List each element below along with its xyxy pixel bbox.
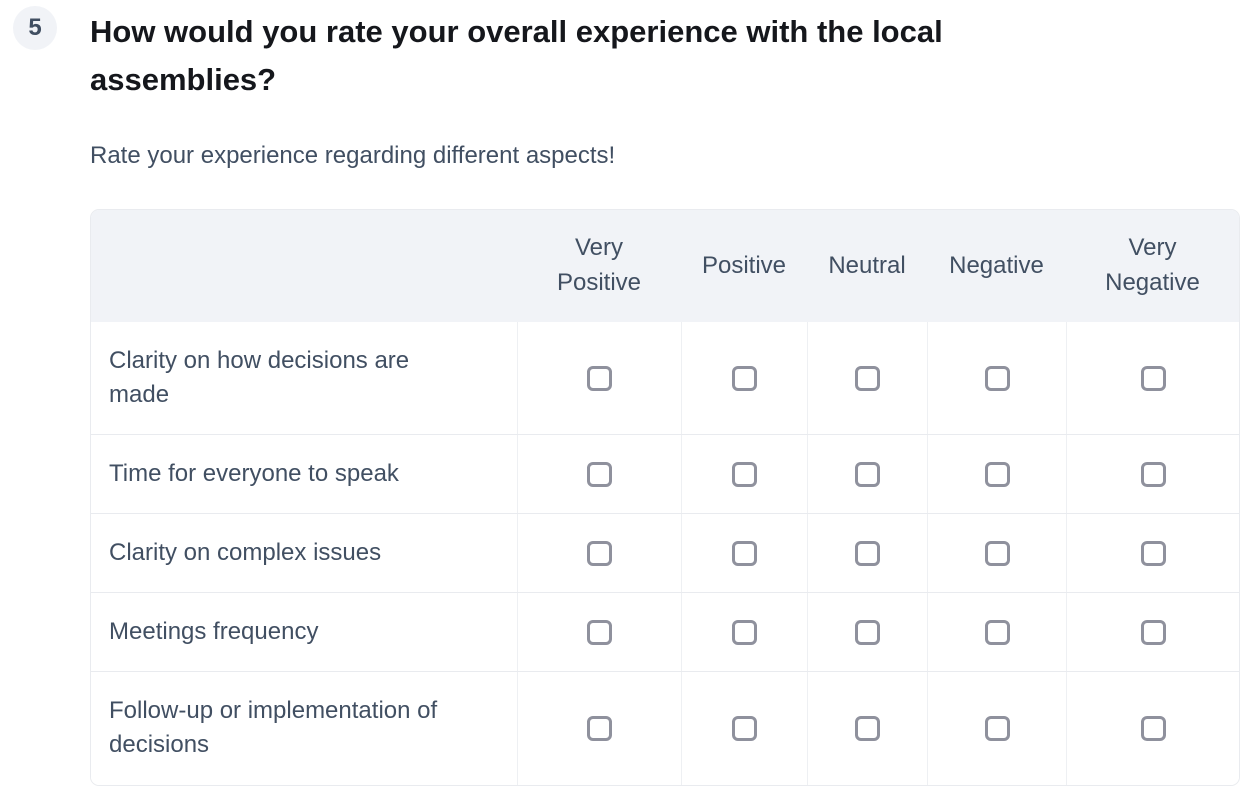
matrix-cell — [681, 435, 807, 514]
checkbox[interactable] — [587, 715, 612, 741]
matrix-cell — [1066, 435, 1239, 514]
checkbox[interactable] — [587, 461, 612, 487]
matrix-cell — [517, 514, 681, 593]
row-label-text: Clarity on how decisions are made — [109, 347, 410, 409]
matrix-cell — [1066, 322, 1239, 435]
checkbox[interactable] — [984, 461, 1010, 487]
column-header: Neutral — [828, 251, 906, 279]
checkbox[interactable] — [732, 461, 757, 487]
checkbox[interactable] — [1140, 461, 1166, 487]
row-label: Meetings frequency — [91, 593, 517, 671]
checkbox[interactable] — [732, 540, 757, 566]
matrix-cell — [927, 514, 1066, 593]
matrix-cell — [681, 514, 807, 593]
checkbox[interactable] — [587, 365, 612, 391]
row-label: Clarity on complex issues — [91, 514, 517, 592]
column-header: Very Negative — [1105, 234, 1200, 296]
matrix-cell — [517, 593, 681, 672]
matrix-row: Clarity on how decisions are made — [91, 322, 1239, 435]
matrix-cell — [807, 322, 927, 435]
row-label: Follow-up or implementation of decisions — [91, 672, 517, 784]
checkbox[interactable] — [984, 715, 1010, 741]
row-label-text: Clarity on complex issues — [109, 539, 382, 567]
matrix-cell — [807, 514, 927, 593]
matrix-row: Meetings frequency — [91, 592, 1239, 672]
matrix-cell — [517, 672, 681, 785]
matrix-cell — [927, 672, 1066, 785]
checkbox[interactable] — [732, 619, 757, 645]
checkbox[interactable] — [1140, 365, 1166, 391]
matrix-cell — [1066, 593, 1239, 672]
matrix-header: Very Positive Positive Neutral Negative Very… — [91, 210, 1239, 322]
matrix-cell — [681, 672, 807, 785]
checkbox[interactable] — [1140, 715, 1166, 741]
matrix-cell — [807, 672, 927, 785]
checkbox[interactable] — [587, 540, 612, 566]
checkbox[interactable] — [984, 540, 1010, 566]
matrix-table: Very Positive Positive Neutral Negative Very… — [90, 209, 1240, 786]
row-label: Clarity on how decisions are made — [91, 322, 517, 434]
checkbox[interactable] — [1140, 540, 1166, 566]
checkbox[interactable] — [732, 715, 757, 741]
row-label-text: Follow-up or implementation of decisions — [109, 697, 438, 759]
matrix-cell — [927, 322, 1066, 435]
checkbox[interactable] — [855, 619, 880, 645]
matrix-cell — [517, 322, 681, 435]
question-title: How would you rate your overall experien… — [90, 14, 943, 98]
checkbox[interactable] — [855, 540, 880, 566]
checkbox[interactable] — [855, 461, 880, 487]
row-label: Time for everyone to speak — [91, 435, 517, 513]
matrix-cell — [807, 593, 927, 672]
question-subtitle: Rate your experience regarding different… — [90, 142, 616, 169]
checkbox[interactable] — [855, 715, 880, 741]
column-header: Very Positive — [556, 234, 642, 296]
matrix-body: Clarity on how decisions are made Time fo… — [91, 322, 1239, 785]
matrix-cell — [927, 593, 1066, 672]
checkbox[interactable] — [587, 619, 612, 645]
checkbox[interactable] — [1140, 619, 1166, 645]
row-label-text: Time for everyone to speak — [109, 460, 399, 488]
matrix-cell — [1066, 672, 1239, 785]
checkbox[interactable] — [855, 365, 880, 391]
question-number-badge: 5 — [13, 6, 57, 50]
matrix-cell — [1066, 514, 1239, 593]
matrix-row: Clarity on complex issues — [91, 513, 1239, 593]
matrix-cell — [927, 435, 1066, 514]
row-label-text: Meetings frequency — [109, 618, 319, 646]
checkbox[interactable] — [984, 619, 1010, 645]
checkbox[interactable] — [732, 365, 757, 391]
column-header: Negative — [949, 251, 1044, 279]
matrix-cell — [517, 435, 681, 514]
column-header: Positive — [701, 251, 787, 279]
matrix-cell — [681, 593, 807, 672]
checkbox[interactable] — [984, 365, 1010, 391]
matrix-row: Time for everyone to speak — [91, 434, 1239, 514]
matrix-cell — [681, 322, 807, 435]
matrix-cell — [807, 435, 927, 514]
matrix-row: Follow-up or implementation of decisions — [91, 671, 1239, 785]
